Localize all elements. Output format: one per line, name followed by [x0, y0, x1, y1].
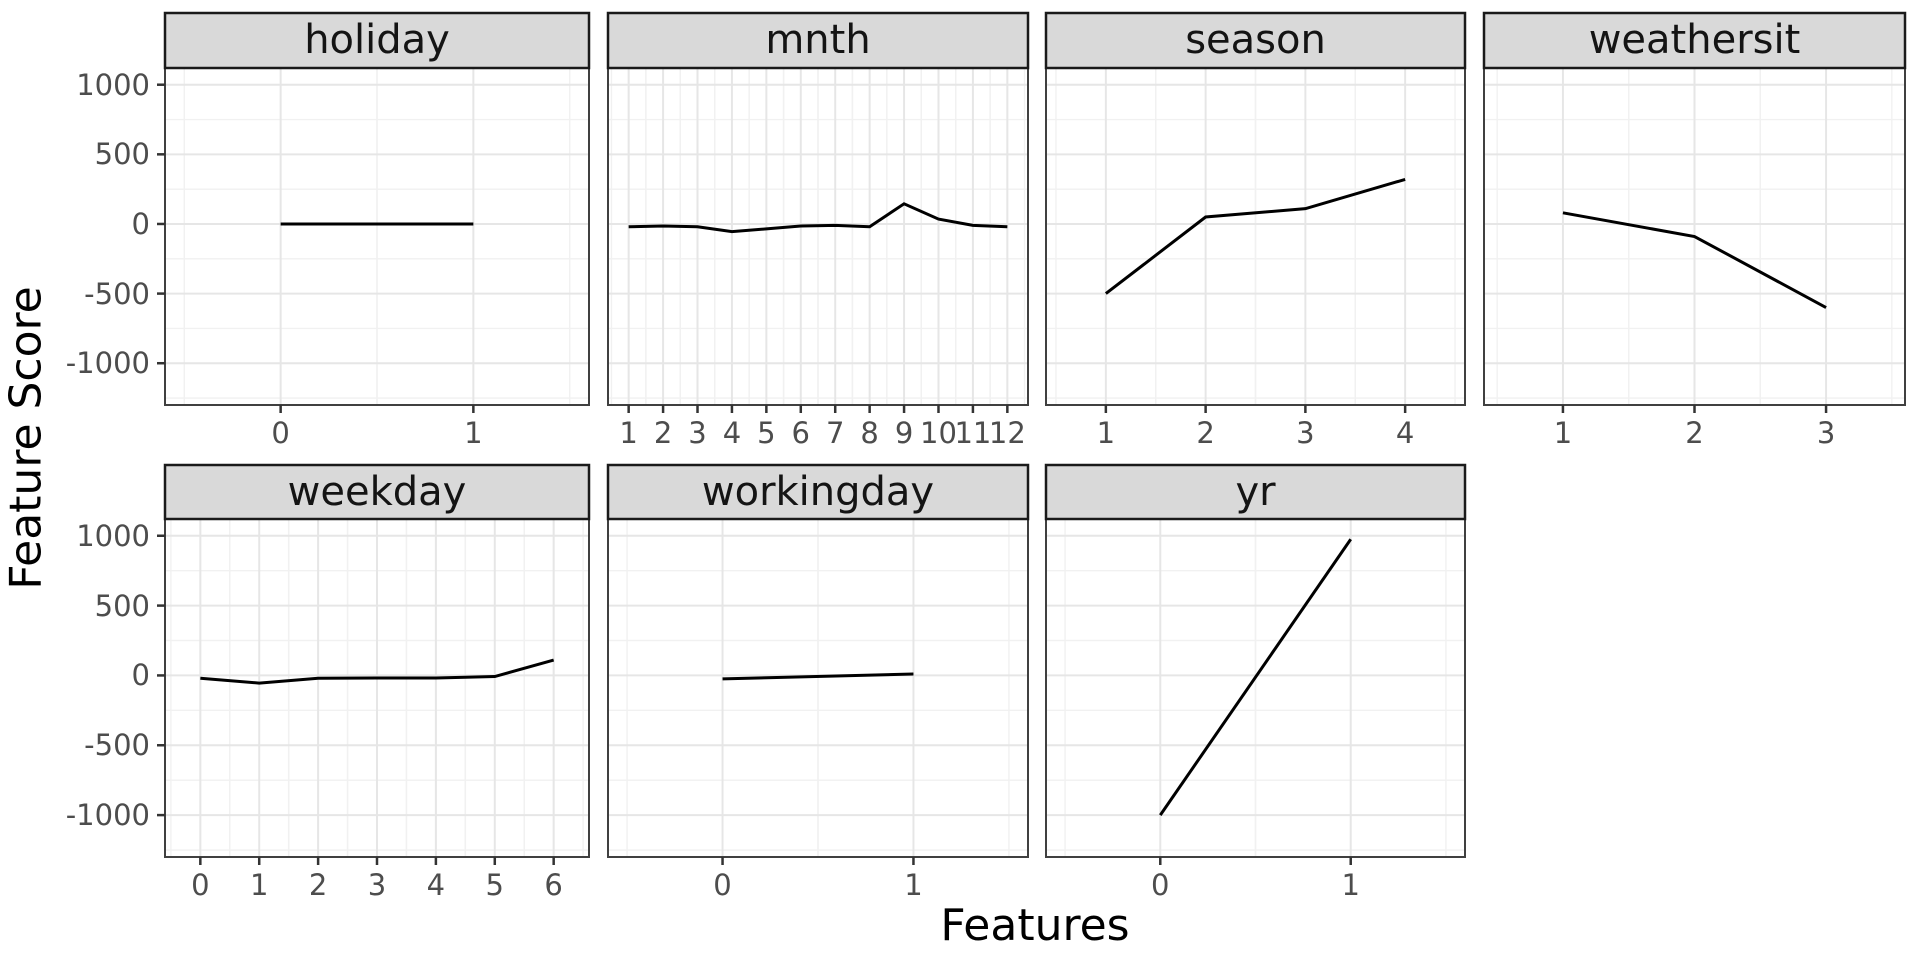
data-line-season: [1104, 177, 1406, 295]
facet-strip-workingday: [606, 463, 1030, 521]
facet-strip-holiday: [163, 11, 591, 70]
data-line-yr: [1159, 538, 1352, 816]
facet-strip-mnth: [606, 11, 1030, 70]
data-line-workingday: [722, 672, 914, 681]
data-line-weathersit: [1562, 211, 1827, 309]
facet-strip-yr: [1044, 463, 1467, 521]
data-line-weekday: [200, 658, 555, 685]
data-line-mnth: [628, 202, 1008, 234]
facet-strip-season: [1044, 11, 1467, 70]
facet-strip-weekday: [163, 463, 591, 521]
facet-strip-weathersit: [1482, 11, 1907, 70]
